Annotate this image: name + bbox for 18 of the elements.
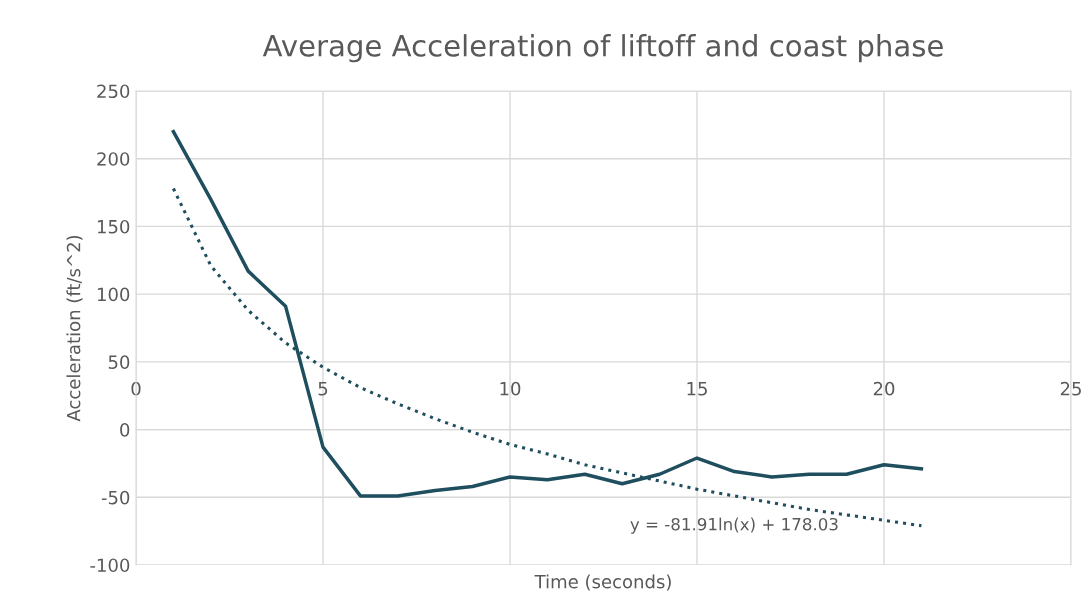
x-tick-label: 20 <box>873 381 895 396</box>
y-tick-label: -50 <box>101 490 130 505</box>
y-axis-title: Acceleration (ft/s^2) <box>66 235 83 422</box>
x-tick-label: 15 <box>687 382 707 396</box>
x-axis-title: Time (seconds) <box>534 574 671 591</box>
x-tick-label: 0 <box>131 381 141 396</box>
x-tick-label: 10 <box>500 381 521 396</box>
y-tick-label: 100 <box>97 287 130 302</box>
y-tick-label: 50 <box>108 355 130 369</box>
y-tick-label: -100 <box>90 558 130 573</box>
annotation: y = -81.91ln(x) + 178.03 <box>630 517 838 534</box>
y-tick-label: 150 <box>97 219 130 234</box>
y-tick-label: 200 <box>97 152 130 166</box>
y-tick-label: 250 <box>97 84 130 99</box>
x-tick-label: 25 <box>1060 381 1081 396</box>
y-tick-label: 0 <box>120 423 130 437</box>
chart-title: Average Acceleration of liftoff and coast phase <box>262 34 943 63</box>
x-tick-label: 5 <box>318 382 328 396</box>
